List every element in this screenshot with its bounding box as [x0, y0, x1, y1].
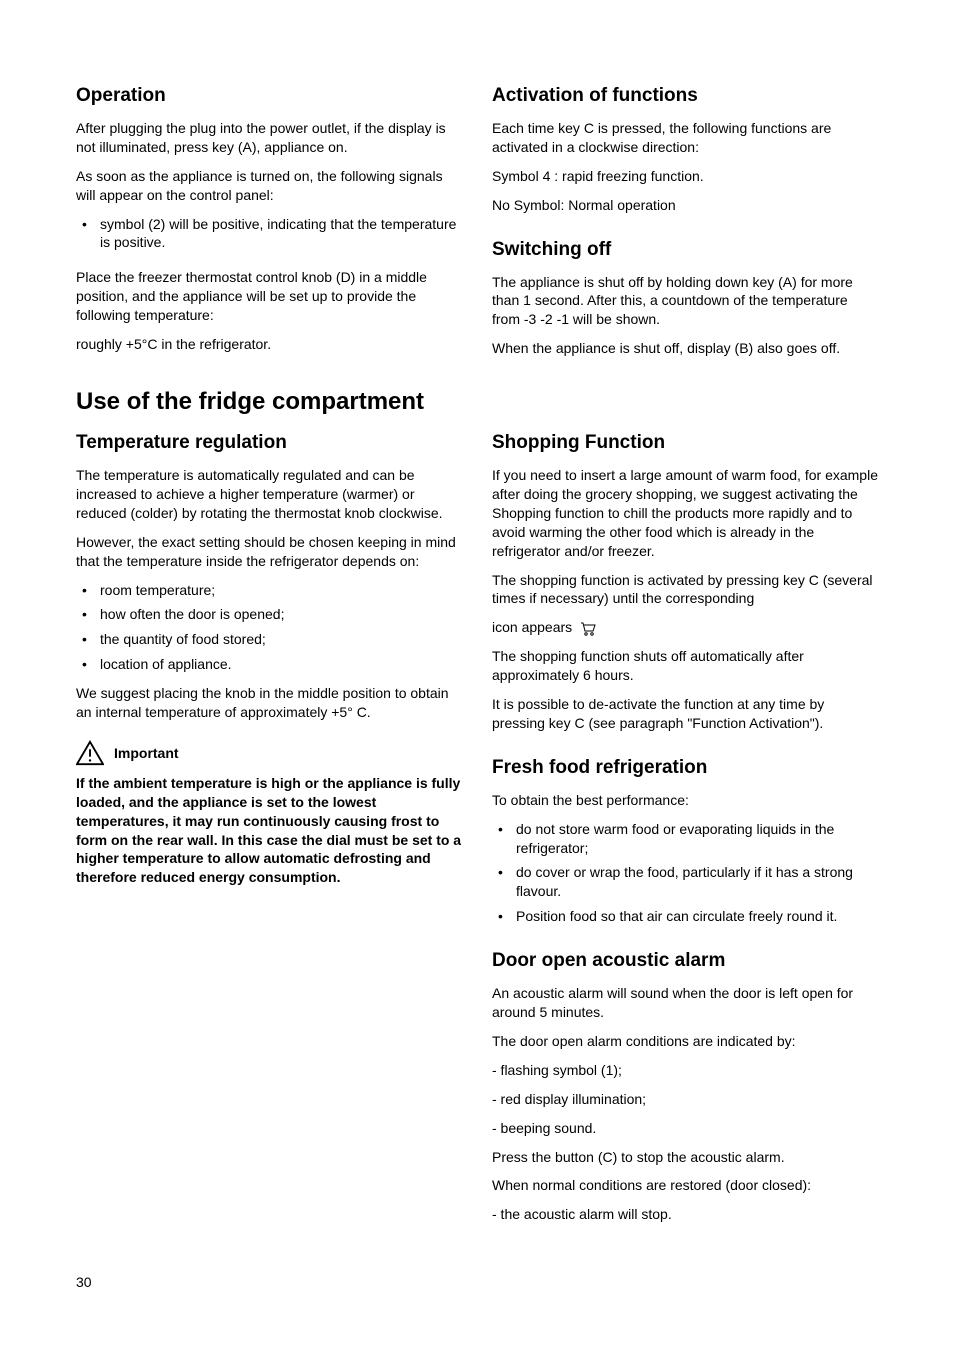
door-p7: When normal conditions are restored (doo… [492, 1176, 878, 1195]
activation-p2: Symbol 4 : rapid freezing function. [492, 167, 878, 186]
activation-heading: Activation of functions [492, 85, 878, 107]
door-alarm-heading: Door open acoustic alarm [492, 950, 878, 972]
important-text: If the ambient temperature is high or th… [76, 774, 462, 887]
fresh-bullet-item: do not store warm food or evaporating li… [492, 820, 878, 858]
shopping-heading: Shopping Function [492, 432, 878, 454]
door-p3: - flashing symbol (1); [492, 1061, 878, 1080]
operation-p4: roughly +5°C in the refrigerator. [76, 335, 462, 354]
page-number: 30 [76, 1274, 878, 1290]
fresh-bullets: do not store warm food or evaporating li… [492, 820, 878, 926]
operation-bullet: symbol (2) will be positive, indicating … [76, 215, 462, 253]
operation-p3: Place the freezer thermostat control kno… [76, 268, 462, 325]
temp-p2: However, the exact setting should be cho… [76, 533, 462, 571]
door-p5: - beeping sound. [492, 1119, 878, 1138]
warning-icon [76, 740, 104, 766]
temp-bullet-item: location of appliance. [76, 655, 462, 674]
fresh-food-heading: Fresh food refrigeration [492, 757, 878, 779]
icon-appears-text: icon appears [492, 619, 572, 635]
fresh-bullet-item: Position food so that air can circulate … [492, 907, 878, 926]
door-p1: An acoustic alarm will sound when the do… [492, 984, 878, 1022]
shopping-icon-para: icon appears [492, 618, 878, 637]
temp-p3: We suggest placing the knob in the middl… [76, 684, 462, 722]
temp-p1: The temperature is automatically regulat… [76, 466, 462, 523]
activation-p1: Each time key C is pressed, the followin… [492, 119, 878, 157]
switching-p2: When the appliance is shut off, display … [492, 339, 878, 358]
shopping-p2: The shopping function is activated by pr… [492, 571, 878, 609]
shopping-p4: The shopping function shuts off automati… [492, 647, 878, 685]
door-p6: Press the button (C) to stop the acousti… [492, 1148, 878, 1167]
operation-heading: Operation [76, 85, 462, 107]
switching-p1: The appliance is shut off by holding dow… [492, 273, 878, 330]
door-p2: The door open alarm conditions are indic… [492, 1032, 878, 1051]
shopping-p1: If you need to insert a large amount of … [492, 466, 878, 560]
fresh-bullet-item: do cover or wrap the food, particularly … [492, 863, 878, 901]
fresh-p1: To obtain the best performance: [492, 791, 878, 810]
important-label: Important [114, 745, 179, 761]
operation-p2: As soon as the appliance is turned on, t… [76, 167, 462, 205]
shopping-cart-icon [580, 622, 596, 636]
switching-heading: Switching off [492, 239, 878, 261]
temp-bullet-item: the quantity of food stored; [76, 630, 462, 649]
temp-bullet-item: how often the door is opened; [76, 605, 462, 624]
shopping-p5: It is possible to de-activate the functi… [492, 695, 878, 733]
door-p4: - red display illumination; [492, 1090, 878, 1109]
temp-bullet-item: room temperature; [76, 581, 462, 600]
temp-bullets: room temperature; how often the door is … [76, 581, 462, 675]
temp-regulation-heading: Temperature regulation [76, 432, 462, 454]
door-p8: - the acoustic alarm will stop. [492, 1205, 878, 1224]
main-heading: Use of the fridge compartment [76, 388, 878, 416]
activation-p3: No Symbol: Normal operation [492, 196, 878, 215]
operation-p1: After plugging the plug into the power o… [76, 119, 462, 157]
